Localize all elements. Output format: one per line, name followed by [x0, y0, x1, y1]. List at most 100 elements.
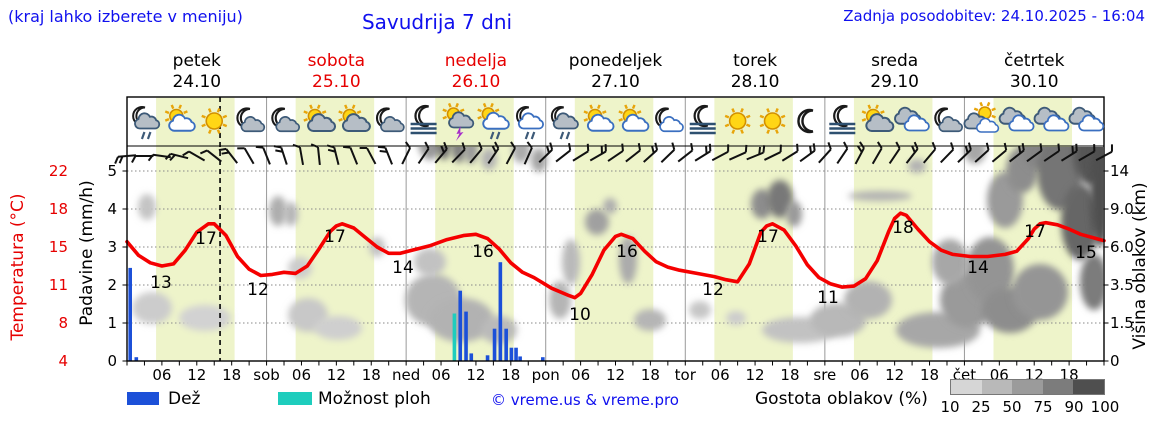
menu-hint: (kraj lahko izberete v meniju): [8, 7, 243, 26]
x-tick-label: 18: [501, 366, 521, 384]
sun-cloud-icon: [861, 104, 895, 132]
wind-barb-icon: [746, 145, 766, 161]
wind-barb-icon: [505, 141, 516, 165]
clouds-icon: [1033, 106, 1070, 132]
moon-fog-icon: [689, 104, 716, 135]
rain-legend-label: Dež: [168, 389, 201, 409]
wind-barb-icon: [763, 144, 782, 161]
sun-cloud-icon: [338, 104, 371, 132]
scale-tick-label: 90: [1064, 398, 1084, 416]
wind-barb-icon: [310, 143, 321, 166]
wind-barb-icon: [451, 142, 466, 164]
cloud-axis-tick: 1.5: [1110, 314, 1134, 332]
sun-icon: [759, 108, 786, 134]
precip-axis-tick: 5: [107, 162, 117, 180]
day-name: nedelja: [444, 51, 508, 71]
wind-barb-icon: [359, 147, 377, 165]
wind-barb-icon: [469, 141, 483, 164]
moon-fog-icon: [410, 104, 437, 135]
cloud-density-scalebar: [950, 379, 1105, 395]
wind-barb-icon: [1009, 143, 1025, 163]
x-tick-label: 12: [326, 366, 346, 384]
temp-axis-tick: 15: [48, 238, 68, 256]
sun-cloudw-icon: [583, 104, 615, 132]
scale-tick-label: 50: [1002, 398, 1022, 416]
temp-value-label: 17: [195, 229, 217, 249]
wind-barb-icon: [957, 142, 972, 163]
last-update-text: Zadnja posodobitev: 24.10.2025 - 16:04: [843, 7, 1145, 25]
temp-axis-tick: 11: [48, 276, 68, 294]
moon-cloud-rain-icon: [550, 106, 579, 140]
scale-tick-label: 100: [1090, 398, 1120, 416]
sun-cloud-icon: [303, 104, 336, 132]
wind-barb-icon: [218, 147, 239, 164]
wind-barb-icon: [836, 141, 849, 165]
wind-barb-icon: [607, 143, 624, 162]
wind-barb-icon: [694, 143, 712, 162]
day-name: ponedeljek: [568, 51, 663, 71]
moon-cloud-icon: [934, 107, 963, 133]
temp-axis-tick: 22: [48, 162, 68, 180]
day-name: sobota: [307, 51, 366, 71]
sun-cloudw-icon: [164, 104, 196, 132]
x-tick-label: 18: [640, 366, 660, 384]
wind-barb-icon: [677, 143, 694, 163]
temp-value-label: 17: [757, 227, 779, 247]
x-tick-label: 18: [361, 366, 381, 384]
wind-barb-icon: [625, 143, 642, 163]
x-tick-label: 06: [710, 366, 730, 384]
wind-barb-icon: [237, 147, 255, 165]
scale-tick-label: 25: [971, 398, 991, 416]
clouds-icon: [1068, 106, 1105, 132]
copyright-text: © vreme.us & vreme.pro: [491, 391, 679, 409]
cloud-axis-tick: 6.0: [1110, 238, 1134, 256]
day-date: 24.10: [172, 72, 222, 92]
precip-axis-tick: 2: [107, 276, 117, 294]
x-tick-label: sob: [253, 366, 280, 384]
wind-barb-icon: [326, 144, 340, 165]
wind-barb-icon: [799, 143, 816, 163]
wind-barb-icon: [434, 141, 448, 164]
wind-barb-icon: [888, 141, 901, 165]
temp-value-label: 10: [569, 305, 591, 325]
temp-value-label: 15: [1075, 243, 1097, 263]
precip-axis-tick: 0: [107, 352, 117, 370]
x-tick-label: 18: [780, 366, 800, 384]
wind-barb-icon: [538, 142, 554, 163]
x-tick-label: ned: [392, 366, 421, 384]
wind-barb-icon: [1026, 143, 1043, 163]
cloud-height-axis-title: Višina oblakov (km): [1130, 182, 1150, 350]
wind-barb-icon: [711, 144, 730, 162]
wind-barb-icon: [818, 142, 832, 164]
wind-barb-icon: [940, 142, 955, 164]
rain-legend-swatch: [127, 392, 159, 405]
day-name: torek: [733, 51, 778, 71]
moon-cloud-icon: [271, 107, 300, 133]
temp-value-label: 18: [892, 218, 914, 238]
x-tick-label: 06: [291, 366, 311, 384]
page-title: Savudrija 7 dni: [361, 10, 513, 34]
clouds-icon: [894, 106, 930, 132]
temp-value-label: 12: [247, 280, 269, 300]
scale-tick-label: 75: [1033, 398, 1053, 416]
x-tick-label: 12: [187, 366, 207, 384]
cloud-axis-tick: 14: [1110, 162, 1130, 180]
temp-value-label: 12: [702, 280, 724, 300]
x-tick-label: 18: [919, 366, 940, 384]
wind-barb-icon: [871, 141, 883, 165]
wind-barb-icon: [164, 152, 189, 162]
day-date: 27.10: [591, 72, 640, 92]
x-tick-label: 18: [222, 366, 242, 384]
day-date: 29.10: [870, 72, 919, 92]
wind-barb-icon: [905, 141, 919, 164]
sun-clouds-icon: [963, 101, 1000, 133]
wind-barb-icon: [781, 143, 799, 162]
moon-cloudw-icon: [655, 107, 684, 133]
cloud-axis-tick: 9.0: [1110, 200, 1134, 218]
wind-barb-icon: [131, 155, 154, 163]
sun-storm-icon: [442, 102, 475, 141]
temp-value-label: 17: [1024, 222, 1046, 242]
scalebar-segment: [1012, 380, 1043, 394]
